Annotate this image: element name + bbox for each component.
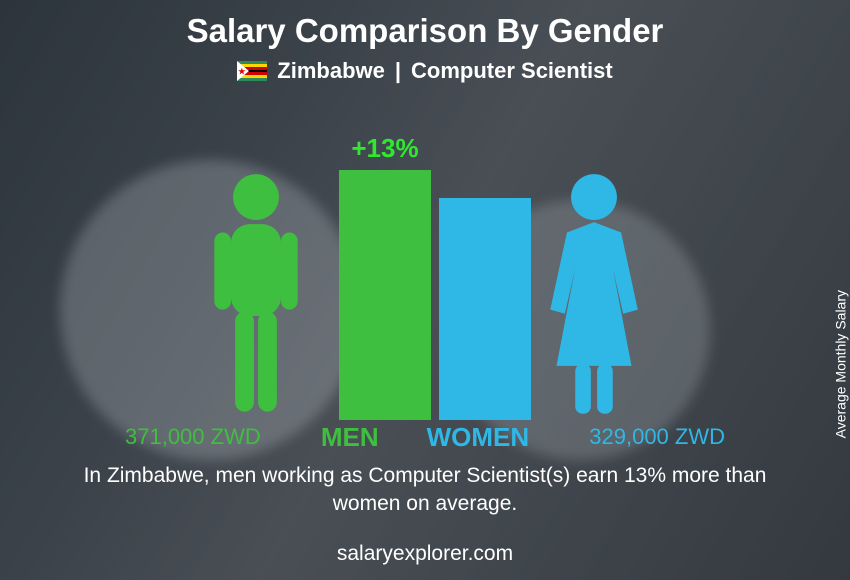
chart: +13% 371,000 ZWD MEN WOMEN 329,000 ZWD	[105, 94, 745, 454]
separator: |	[395, 58, 401, 84]
summary-text: In Zimbabwe, men working as Computer Sci…	[0, 454, 850, 519]
bar-female	[439, 198, 531, 420]
country-label: Zimbabwe	[277, 58, 385, 84]
page-title: Salary Comparison By Gender	[0, 12, 850, 50]
men-label: MEN	[321, 422, 379, 453]
flag-icon: ★	[237, 61, 267, 81]
bar-male	[339, 170, 431, 420]
subtitle-row: ★ Zimbabwe | Computer Scientist	[0, 58, 850, 84]
y-axis-label: Average Monthly Salary	[832, 290, 848, 438]
footer-source: salaryexplorer.com	[0, 542, 850, 566]
pct-diff-label: +13%	[335, 133, 435, 164]
job-label: Computer Scientist	[411, 58, 613, 84]
male-icon	[201, 170, 311, 420]
women-label: WOMEN	[427, 422, 530, 453]
female-icon	[539, 170, 649, 420]
female-salary: 329,000 ZWD	[589, 424, 725, 450]
